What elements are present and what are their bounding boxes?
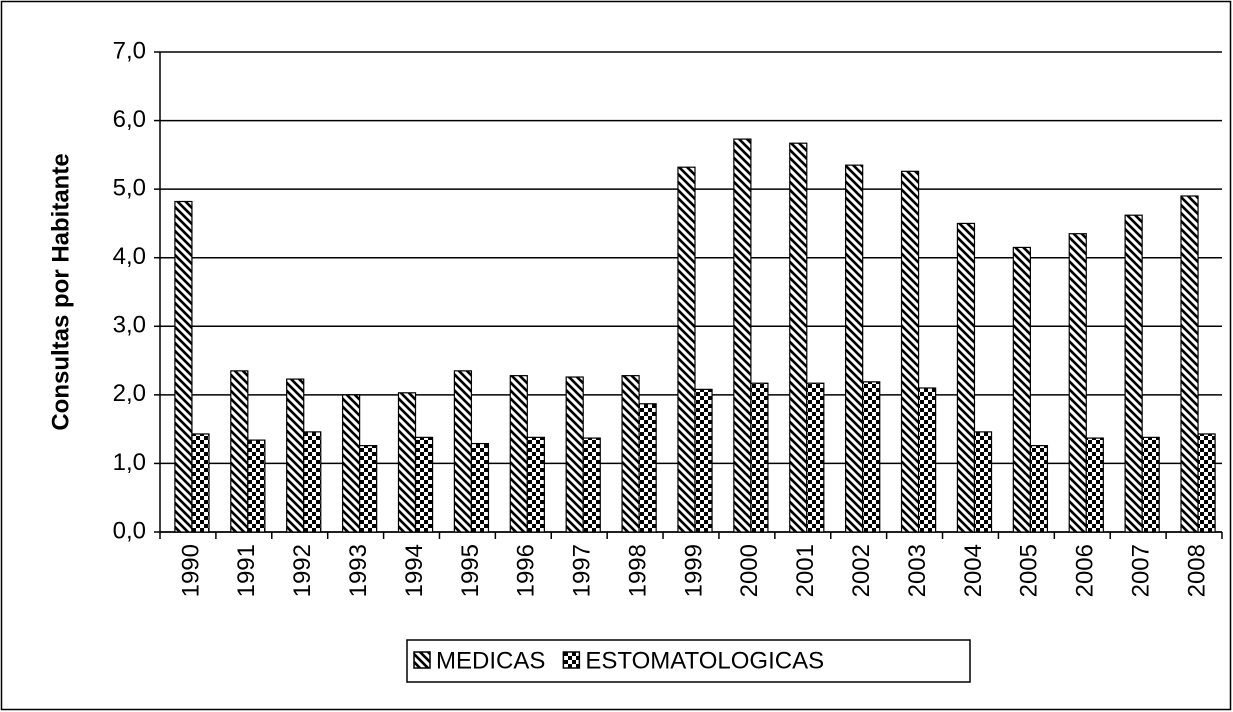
y-tick-label: 1,0 bbox=[113, 449, 146, 476]
x-tick-label: 2000 bbox=[736, 544, 763, 597]
legend-swatch bbox=[413, 651, 431, 669]
bar bbox=[397, 392, 417, 533]
x-tick-label: 2002 bbox=[848, 544, 875, 597]
bar bbox=[900, 170, 920, 533]
bar bbox=[470, 442, 490, 533]
bar bbox=[917, 387, 937, 533]
x-tick-label: 1996 bbox=[513, 544, 540, 597]
bar bbox=[359, 445, 378, 533]
bar bbox=[453, 370, 473, 533]
legend-label: ESTOMATOLOGICAS bbox=[585, 647, 824, 674]
x-tick-label: 1995 bbox=[457, 544, 484, 597]
bar bbox=[694, 388, 713, 533]
bar bbox=[845, 164, 864, 533]
y-tick-label: 3,0 bbox=[113, 312, 146, 339]
x-tick-label: 2001 bbox=[792, 544, 819, 597]
x-tick-label: 2008 bbox=[1183, 544, 1210, 597]
bar bbox=[565, 376, 584, 533]
x-tick-label: 1999 bbox=[680, 544, 707, 597]
bar bbox=[956, 222, 976, 533]
x-tick-label: 2003 bbox=[904, 544, 931, 597]
y-tick-label: 4,0 bbox=[113, 243, 146, 270]
x-tick-label: 2007 bbox=[1128, 544, 1155, 597]
x-tick-label: 1991 bbox=[233, 544, 260, 597]
x-tick-label: 2004 bbox=[960, 544, 987, 597]
x-tick-label: 1992 bbox=[289, 544, 316, 597]
bar bbox=[733, 138, 752, 533]
x-tick-label: 1993 bbox=[345, 544, 372, 597]
bar bbox=[1197, 433, 1216, 533]
legend-label: MEDICAS bbox=[436, 647, 545, 674]
bar bbox=[638, 403, 657, 533]
y-axis-title: Consultas por Habitante bbox=[47, 153, 74, 430]
y-tick-label: 5,0 bbox=[113, 174, 146, 201]
x-tick-label: 1990 bbox=[177, 544, 204, 597]
bar bbox=[1141, 436, 1160, 533]
bar bbox=[286, 378, 305, 533]
bar bbox=[1085, 437, 1104, 533]
bar bbox=[1124, 214, 1143, 533]
x-tick-label: 1998 bbox=[624, 544, 651, 597]
bar bbox=[191, 433, 210, 533]
x-tick-label: 1994 bbox=[401, 544, 428, 597]
bar bbox=[750, 382, 769, 533]
y-tick-label: 0,0 bbox=[113, 517, 146, 544]
bar bbox=[677, 166, 696, 533]
bar bbox=[247, 439, 266, 533]
bar bbox=[526, 436, 545, 533]
bar bbox=[230, 370, 249, 533]
bar bbox=[789, 142, 808, 533]
bar bbox=[1012, 246, 1031, 533]
bar bbox=[621, 375, 640, 533]
legend-swatch bbox=[562, 651, 581, 669]
y-tick-label: 7,0 bbox=[113, 37, 146, 64]
x-tick-label: 2005 bbox=[1016, 544, 1043, 597]
bar bbox=[509, 375, 528, 533]
bar bbox=[341, 394, 361, 533]
y-tick-label: 6,0 bbox=[113, 106, 146, 133]
bar bbox=[862, 381, 881, 533]
bar bbox=[973, 431, 993, 533]
bar bbox=[414, 436, 434, 533]
y-tick-label: 2,0 bbox=[113, 380, 146, 407]
bar bbox=[1068, 233, 1087, 533]
bar bbox=[1180, 195, 1199, 533]
legend-box bbox=[406, 639, 971, 683]
bar bbox=[174, 200, 193, 533]
bar bbox=[303, 431, 322, 533]
x-tick-label: 1997 bbox=[569, 544, 596, 597]
bar bbox=[1029, 445, 1049, 533]
bar bbox=[582, 437, 601, 533]
bar bbox=[806, 382, 825, 533]
x-tick-label: 2006 bbox=[1072, 544, 1099, 597]
